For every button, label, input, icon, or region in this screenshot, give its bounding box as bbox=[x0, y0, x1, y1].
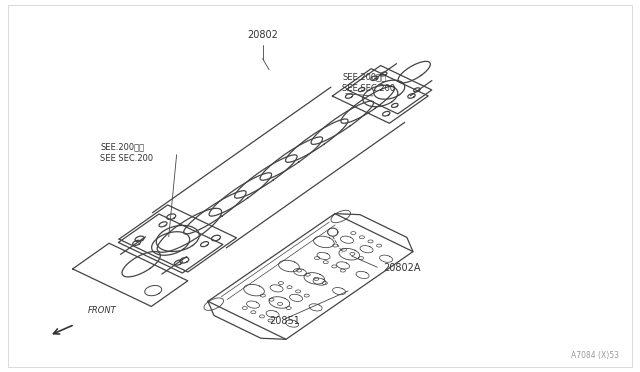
Polygon shape bbox=[363, 85, 398, 107]
Text: 20802: 20802 bbox=[247, 30, 278, 40]
Polygon shape bbox=[235, 155, 297, 198]
Polygon shape bbox=[152, 232, 189, 255]
Polygon shape bbox=[208, 214, 413, 339]
Polygon shape bbox=[285, 119, 348, 162]
Polygon shape bbox=[156, 225, 199, 251]
Polygon shape bbox=[311, 101, 374, 144]
Polygon shape bbox=[374, 80, 404, 99]
Polygon shape bbox=[209, 173, 271, 216]
Polygon shape bbox=[157, 208, 221, 252]
Text: FRONT: FRONT bbox=[88, 307, 116, 315]
Text: 20802A: 20802A bbox=[384, 263, 421, 273]
Polygon shape bbox=[347, 65, 432, 114]
Polygon shape bbox=[332, 69, 428, 123]
Polygon shape bbox=[72, 243, 188, 307]
Polygon shape bbox=[118, 214, 223, 273]
Polygon shape bbox=[398, 61, 430, 83]
Polygon shape bbox=[122, 251, 161, 277]
Text: SEE SEC.200: SEE SEC.200 bbox=[342, 84, 396, 93]
Text: A7084 (X)53: A7084 (X)53 bbox=[572, 350, 620, 359]
Polygon shape bbox=[119, 205, 237, 272]
Text: SEE.200参照: SEE.200参照 bbox=[342, 72, 387, 81]
Text: 20851: 20851 bbox=[269, 317, 300, 327]
Text: SEE.200参照: SEE.200参照 bbox=[100, 142, 144, 151]
Polygon shape bbox=[341, 86, 395, 123]
Polygon shape bbox=[184, 191, 246, 234]
Polygon shape bbox=[260, 137, 323, 180]
Text: SEE SEC.200: SEE SEC.200 bbox=[100, 154, 154, 163]
